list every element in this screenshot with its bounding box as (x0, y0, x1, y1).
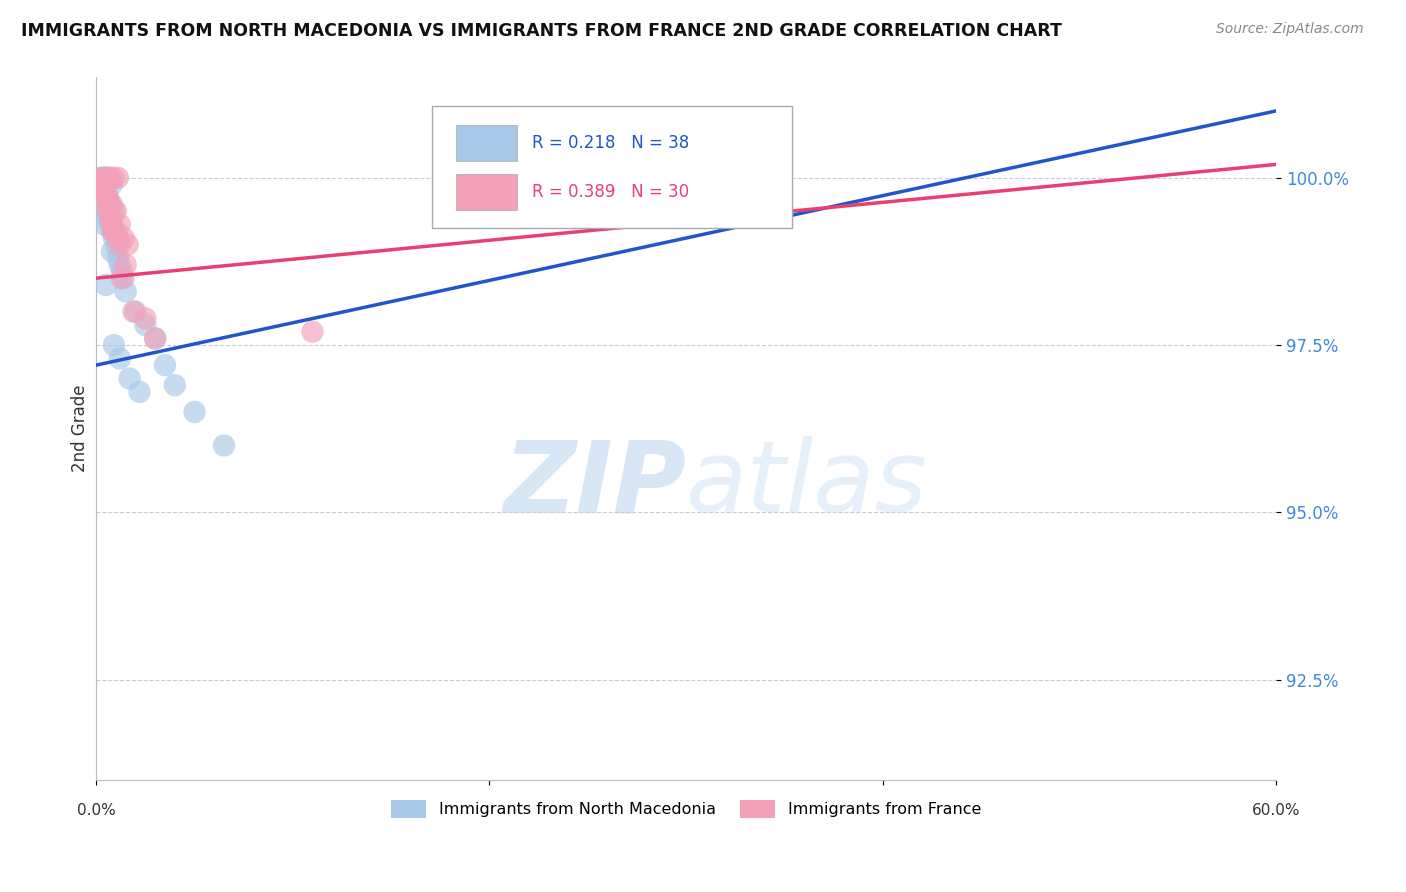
Point (94, 170, 117, 185)
Point (94, 178, 117, 192)
Point (91, 170, 114, 185)
Point (143, 331, 166, 345)
Point (118, 371, 141, 385)
Point (94, 184, 117, 198)
Point (101, 224, 124, 238)
Point (94, 170, 117, 185)
Text: IMMIGRANTS FROM NORTH MACEDONIA VS IMMIGRANTS FROM FRANCE 2ND GRADE CORRELATION : IMMIGRANTS FROM NORTH MACEDONIA VS IMMIG… (21, 22, 1062, 40)
Point (104, 224, 127, 238)
Text: 0.0%: 0.0% (77, 804, 115, 818)
Point (94, 211, 117, 225)
Point (163, 378, 186, 392)
Point (104, 237, 127, 252)
Point (124, 304, 146, 318)
FancyBboxPatch shape (433, 105, 793, 228)
Point (103, 224, 125, 238)
Text: R = 0.218   N = 38: R = 0.218 N = 38 (531, 134, 689, 152)
Point (93, 218, 115, 232)
Point (108, 258, 131, 272)
Point (97, 204, 120, 219)
Point (301, 325, 323, 339)
Point (97, 191, 120, 205)
Point (134, 318, 156, 332)
Point (114, 285, 136, 299)
Point (103, 204, 125, 219)
Point (128, 384, 150, 399)
Point (93, 170, 115, 185)
Point (94, 191, 117, 205)
Text: Source: ZipAtlas.com: Source: ZipAtlas.com (1216, 22, 1364, 37)
Point (89, 170, 111, 185)
Point (91, 170, 114, 185)
Text: 60.0%: 60.0% (1251, 804, 1301, 818)
Point (122, 304, 145, 318)
Point (108, 351, 131, 366)
Point (101, 244, 124, 259)
Point (103, 231, 125, 245)
Point (101, 197, 124, 211)
Point (98, 170, 121, 185)
Point (97, 197, 120, 211)
Point (114, 258, 136, 272)
Point (103, 224, 125, 238)
Point (212, 438, 235, 452)
FancyBboxPatch shape (456, 174, 517, 211)
Point (107, 251, 129, 265)
Point (94, 277, 117, 292)
Point (143, 331, 166, 345)
Point (93, 184, 115, 198)
Point (98, 218, 121, 232)
Point (98, 211, 121, 225)
Point (93, 184, 115, 198)
Point (111, 264, 134, 278)
Text: R = 0.389   N = 30: R = 0.389 N = 30 (531, 183, 689, 201)
Point (183, 405, 205, 419)
Point (108, 218, 131, 232)
Y-axis label: 2nd Grade: 2nd Grade (72, 385, 89, 473)
Point (101, 211, 124, 225)
FancyBboxPatch shape (456, 125, 517, 161)
Legend: Immigrants from North Macedonia, Immigrants from France: Immigrants from North Macedonia, Immigra… (385, 793, 987, 825)
Point (103, 170, 125, 185)
Point (107, 170, 129, 185)
Point (97, 204, 120, 219)
Point (117, 237, 139, 252)
Point (101, 218, 124, 232)
Point (97, 170, 120, 185)
Point (97, 191, 120, 205)
Text: atlas: atlas (686, 436, 928, 533)
Point (112, 271, 135, 285)
Text: ZIP: ZIP (503, 436, 686, 533)
Point (93, 197, 115, 211)
Point (101, 178, 124, 192)
Point (91, 184, 114, 198)
Point (108, 237, 131, 252)
Point (107, 231, 129, 245)
Point (153, 358, 176, 372)
Point (98, 197, 121, 211)
Point (103, 338, 125, 352)
Point (134, 311, 156, 326)
Point (111, 271, 134, 285)
Point (104, 204, 127, 219)
Point (112, 231, 135, 245)
